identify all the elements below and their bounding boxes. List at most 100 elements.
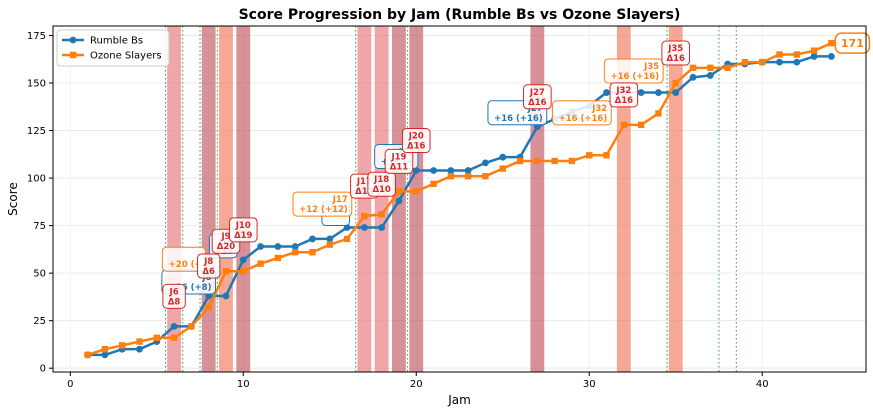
annotation-text: +12 (+12) bbox=[299, 205, 348, 215]
annotation-text: J8 bbox=[203, 257, 213, 267]
annotation-frame bbox=[523, 84, 552, 110]
data-point bbox=[430, 167, 437, 174]
axes-frame bbox=[52, 25, 867, 373]
data-point bbox=[118, 342, 126, 349]
big-jam-band bbox=[201, 26, 216, 372]
data-point bbox=[136, 345, 143, 353]
data-point bbox=[274, 243, 282, 250]
big-jam-band bbox=[374, 26, 389, 372]
annotation-text: J32 bbox=[591, 104, 607, 114]
data-point bbox=[741, 58, 749, 66]
data-point bbox=[170, 322, 178, 330]
big-jam-band bbox=[530, 26, 545, 372]
data-point bbox=[499, 165, 506, 172]
data-point bbox=[274, 254, 282, 262]
data-point bbox=[637, 121, 645, 129]
x-tick-label: 30 bbox=[583, 379, 596, 390]
annotation-frame bbox=[228, 217, 258, 243]
y-tick-label: 100 bbox=[27, 174, 46, 185]
data-point bbox=[724, 64, 731, 72]
data-point bbox=[759, 58, 766, 66]
data-point bbox=[482, 159, 489, 167]
annotation-text: J9 bbox=[220, 232, 230, 242]
data-point bbox=[101, 345, 109, 353]
data-point bbox=[101, 351, 109, 359]
annotation-text: J20 bbox=[408, 131, 424, 141]
x-tick-label: 10 bbox=[237, 379, 250, 390]
annotation-frame bbox=[661, 40, 691, 66]
data-point bbox=[447, 172, 455, 180]
annotation-text: +20 (+ bbox=[169, 260, 202, 270]
x-tick-label: 40 bbox=[756, 379, 769, 390]
data-point bbox=[810, 53, 818, 60]
data-point bbox=[309, 249, 316, 256]
y-tick-label: 125 bbox=[27, 126, 46, 137]
annotation-text: Δ20 bbox=[217, 242, 235, 252]
annotation-box: J32+16 (+16) bbox=[551, 100, 612, 126]
data-point bbox=[655, 110, 662, 117]
data-point bbox=[343, 235, 351, 243]
y-axis-title: Score bbox=[6, 182, 20, 216]
data-point bbox=[655, 89, 662, 96]
data-point bbox=[534, 157, 541, 165]
data-point bbox=[568, 157, 576, 165]
big-jam-band bbox=[219, 26, 233, 372]
data-point bbox=[482, 172, 489, 180]
data-point bbox=[637, 89, 645, 96]
data-point bbox=[828, 39, 835, 47]
x-axis-title: Jam bbox=[447, 393, 471, 407]
x-tick-label: 0 bbox=[67, 379, 73, 390]
data-point bbox=[689, 64, 697, 72]
data-point bbox=[395, 197, 403, 205]
annotation-text: Δ16 bbox=[407, 141, 425, 151]
data-point bbox=[464, 167, 472, 174]
data-point bbox=[361, 212, 368, 220]
data-point bbox=[309, 235, 316, 243]
data-point bbox=[205, 304, 212, 311]
annotation-frame bbox=[609, 82, 639, 108]
data-point bbox=[793, 51, 801, 58]
annotation-text: Δ19 bbox=[234, 231, 252, 241]
annotation-frame bbox=[292, 191, 353, 217]
annotation-text: Δ8 bbox=[168, 297, 181, 307]
data-point bbox=[222, 268, 230, 275]
annotation-text: J18 bbox=[373, 175, 389, 185]
annotation-text: J35 bbox=[643, 62, 659, 72]
y-tick-label: 150 bbox=[27, 79, 46, 90]
end-score-frame bbox=[834, 32, 871, 54]
y-tick-label: 25 bbox=[33, 316, 46, 327]
data-point bbox=[828, 53, 835, 60]
end-score-label: 171 bbox=[834, 32, 871, 54]
annotation-box: J17+12 (+12) bbox=[292, 191, 353, 217]
y-tick-label: 0 bbox=[40, 364, 46, 375]
data-point bbox=[551, 157, 558, 165]
legend-swatch-marker bbox=[69, 36, 77, 44]
data-point bbox=[499, 153, 507, 161]
end-score-text: 171 bbox=[841, 37, 864, 50]
annotation-frame bbox=[551, 100, 612, 126]
data-point bbox=[257, 260, 264, 267]
data-point bbox=[291, 249, 299, 256]
annotation-frame bbox=[196, 253, 221, 279]
big-jam-band bbox=[167, 26, 182, 372]
data-point bbox=[413, 188, 420, 195]
annotation-frame bbox=[384, 148, 414, 174]
plot-area: J8+16 (+8)J10+19J17J20+16 (+J27+16 (+16)… bbox=[27, 25, 871, 390]
legend-label: Rumble Bs bbox=[90, 36, 143, 47]
annotation-text: Δ6 bbox=[202, 267, 215, 277]
annotation-text: J17 bbox=[332, 195, 348, 205]
data-point bbox=[153, 334, 160, 341]
series-line bbox=[87, 55, 832, 357]
annotation-text: Δ16 bbox=[667, 54, 685, 64]
big-jam-band bbox=[357, 26, 372, 372]
data-point bbox=[603, 89, 610, 96]
x-tick-label: 20 bbox=[410, 379, 423, 390]
